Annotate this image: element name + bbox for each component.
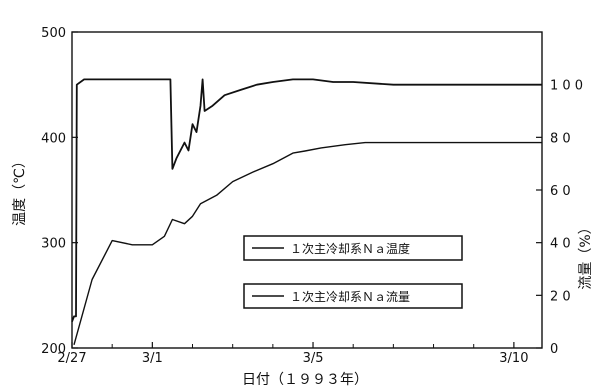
y-left-tick-label: 400 xyxy=(41,131,66,146)
y-left-tick-label: 200 xyxy=(41,342,66,357)
y-left-tick-label: 500 xyxy=(41,26,66,41)
y-right-tick-label: 6 0 xyxy=(550,184,571,199)
x-tick-label: 2/27 xyxy=(57,351,86,366)
tick-layer: 200 300 400 500 0 2 0 4 0 6 0 8 0 1 0 0 2/27 3/1 3/5… xyxy=(41,26,583,366)
y-right-tick-label: 0 xyxy=(550,342,558,357)
x-tick-label: 3/1 xyxy=(142,351,163,366)
y-right-tick-label: 1 0 0 xyxy=(550,79,583,94)
y-axis-left-title: 温度（℃） xyxy=(12,154,28,226)
series-layer xyxy=(71,78,542,345)
legend-item-flow: １次主冷却系Ｎａ流量 xyxy=(243,283,463,309)
legend-item-temperature: １次主冷却系Ｎａ温度 xyxy=(243,235,463,261)
y-right-tick-label: 2 0 xyxy=(550,289,571,304)
x-tick-label: 3/10 xyxy=(499,351,528,366)
series-line-temperature xyxy=(73,141,542,345)
y-right-tick-label: 4 0 xyxy=(550,237,571,252)
legend: １次主冷却系Ｎａ温度 １次主冷却系Ｎａ流量 xyxy=(243,235,463,309)
series-line-flow xyxy=(71,78,542,323)
legend-label-temperature: １次主冷却系Ｎａ温度 xyxy=(290,241,410,256)
y-left-tick-label: 300 xyxy=(41,237,66,252)
x-tick-label: 3/5 xyxy=(303,351,324,366)
legend-label-flow: １次主冷却系Ｎａ流量 xyxy=(290,290,410,304)
y-axis-right-title: 流量（%） xyxy=(578,220,594,289)
x-axis-title: 日付（１９９３年） xyxy=(242,372,368,388)
y-right-tick-label: 8 0 xyxy=(550,131,571,146)
